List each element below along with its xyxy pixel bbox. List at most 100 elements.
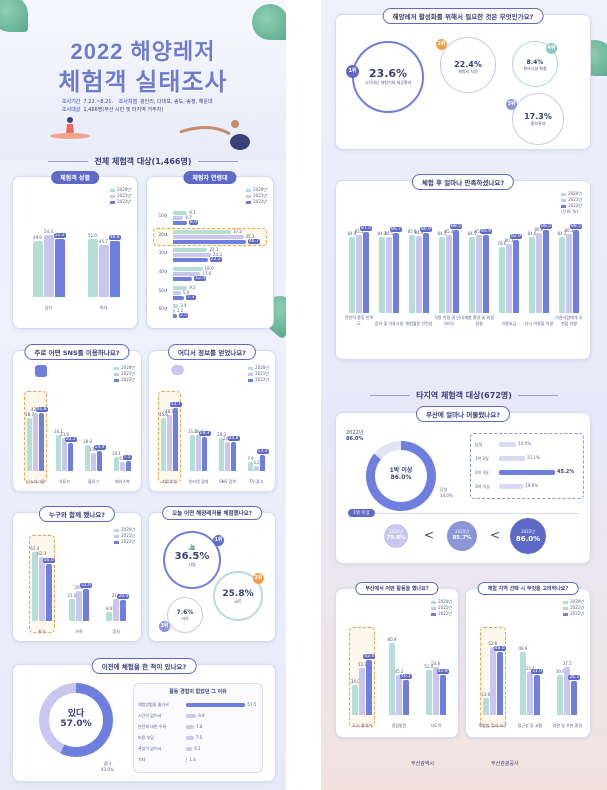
bar-체험활동 안전성-2022년 bbox=[423, 232, 429, 313]
value-label: 13.0 bbox=[481, 692, 491, 698]
sns-bar-chart: 38.742.041.8인스타그램26.123.820.1유튜브18.913.2… bbox=[21, 391, 137, 485]
bar-체험활동 안전성-2021년 bbox=[416, 236, 422, 313]
bar-50대-2020년 bbox=[173, 285, 188, 290]
reason-row: 비용 부담 7.5 bbox=[138, 733, 260, 744]
stay-row: 3박 이상 19.6% bbox=[475, 480, 581, 494]
reason-value: 57.5 bbox=[247, 702, 257, 707]
value-label: 84.2 bbox=[557, 231, 567, 237]
palm-leaf-icon bbox=[252, 4, 286, 40]
stay-row-value: 45.2% bbox=[557, 469, 575, 475]
value-label: 86.7 bbox=[390, 227, 403, 233]
age-card: 체험자 연령대 2020년 2021년 2022년 10대 9.1 6.7 8.9 20… bbox=[146, 171, 274, 329]
value-label: 24.8 bbox=[227, 436, 240, 442]
section-other-region: 타지역 체험객 대상(672명) bbox=[321, 390, 607, 401]
reason-label: 안전에 대한 우려 bbox=[138, 724, 167, 729]
value-label: 87.4 bbox=[360, 226, 373, 231]
category-label: 30대 bbox=[158, 250, 168, 256]
experience-card: 이전에 체험을 한 적이 있나요? 있다 57.0% 없다 43.0% 활동 경험… bbox=[12, 658, 276, 782]
value-label: 29.0 bbox=[74, 585, 84, 591]
value-label: 51.0 bbox=[424, 663, 434, 669]
experience-donut: 있다 57.0% bbox=[39, 683, 113, 757]
stay-trend-bubble: 2022년 86.0% bbox=[510, 518, 546, 554]
value-label: 51.2 bbox=[53, 232, 66, 238]
bar-50대-2021년 bbox=[173, 290, 181, 295]
value-label: 28.3 bbox=[217, 431, 226, 437]
value-label: 8.9 bbox=[188, 220, 199, 225]
bar-맛집방문-2022년 bbox=[403, 679, 409, 715]
reason-label: 관심이 없어서 bbox=[138, 746, 162, 751]
category-label: 다른사람에게 추천할 의향 bbox=[555, 315, 583, 326]
reason-value: 7.8 bbox=[196, 724, 203, 729]
bar-도시 즐기기-2021년 bbox=[359, 667, 366, 715]
value-label: 14.4 bbox=[93, 445, 106, 451]
value-label: 48.8 bbox=[108, 235, 121, 241]
sns-card-title: 주로 어떤 SNS를 이용하나요? bbox=[24, 344, 130, 360]
stay-trend-bubble: 2021년 85.7% bbox=[447, 521, 477, 551]
needs-rank2-badge: 2위 bbox=[436, 39, 447, 50]
reason-bar bbox=[186, 747, 193, 751]
stay-breakdown: 당일 14.0% 1박 2일 21.1% 2박 3일 45.2% 3박 이상 19.6% bbox=[470, 433, 584, 499]
value-label: 22.2 bbox=[209, 257, 222, 263]
bar-여자-2020년 bbox=[87, 238, 98, 297]
value-label: 31.0 bbox=[531, 668, 544, 674]
bar-다시 이용할 의향-2020년 bbox=[529, 236, 535, 313]
busan-tourism-logo: 부산관광공사 bbox=[491, 761, 519, 767]
value-label: 54.6 bbox=[431, 660, 441, 666]
value-label: 24.3 bbox=[212, 252, 222, 258]
stay-row-bar bbox=[499, 484, 524, 489]
value-label: 85.9 bbox=[480, 228, 493, 234]
value-label: 2.5 bbox=[178, 313, 189, 319]
value-label: 45.2 bbox=[394, 669, 404, 675]
stay-row-bar bbox=[499, 456, 526, 461]
reason-bar bbox=[186, 714, 197, 718]
bar-TV·광고-2022년 bbox=[260, 455, 265, 471]
stay-center-label: 1박 이상 bbox=[389, 467, 413, 474]
bar-40대-2021년 bbox=[173, 272, 201, 276]
bar-도시 즐기기-2022년 bbox=[366, 660, 373, 715]
bar-30대-2021년 bbox=[173, 253, 211, 258]
value-label: 37.2 bbox=[233, 228, 242, 234]
satisfaction-legend: 2020년 2021년 2022년 (단위: %) bbox=[561, 191, 582, 214]
stay-row: 2박 3일 45.2% bbox=[475, 466, 581, 480]
activity-rank1-value: 36.5% bbox=[174, 551, 210, 562]
busan-activity-card-title: 부산에서 어떤 활동을 했나요? bbox=[355, 582, 439, 595]
stay-row-label: 당일 bbox=[475, 442, 483, 447]
stay-row-bar bbox=[499, 470, 556, 475]
value-label: 29.3 bbox=[198, 430, 211, 436]
needs-rank1-bubble: 23.6% 시민대상 체험기회 제공확대 bbox=[352, 41, 424, 113]
bar-40대-2022년 bbox=[173, 277, 193, 281]
bar-인터넷 검색-2021년 bbox=[196, 435, 201, 471]
satisfaction-card-title: 체험 후 얼마나 만족하셨나요? bbox=[411, 174, 515, 190]
bar-남자-2020년 bbox=[32, 241, 43, 297]
needs-rank3-label: 홍보확대 bbox=[530, 121, 546, 126]
value-label: 48.6 bbox=[493, 646, 506, 652]
stay-trend: 1박 이상 2020년 79.8% <2021년 85.7% <2022년 86.0% bbox=[348, 509, 580, 557]
bar-60대-2022년 bbox=[173, 314, 177, 319]
bar-다시 이용할 의향-2021년 bbox=[536, 233, 542, 313]
title-line-2: 체험객 실태조사 bbox=[58, 69, 228, 96]
bar-50대-2022년 bbox=[173, 295, 185, 300]
bar-60대-2020년 bbox=[173, 304, 179, 309]
stay-row-label: 3박 이상 bbox=[475, 484, 490, 489]
needs-rank4-value: 8.4% bbox=[526, 59, 544, 66]
info-legend: 2020년 2021년 2022년 bbox=[248, 365, 269, 383]
value-label: 45.6 bbox=[159, 411, 168, 417]
bar-다시 이용할 의향-2022년 bbox=[543, 230, 549, 313]
bar-인터넷 검색-2020년 bbox=[190, 434, 195, 471]
activity-rank1-bubble: 🏄 36.5% 서핑 bbox=[163, 531, 221, 589]
value-label: 26.1 bbox=[568, 675, 581, 681]
value-label: 9.1 bbox=[189, 210, 196, 215]
sns-legend: 2020년 2021년 2022년 bbox=[114, 365, 135, 383]
companion-legend: 2020년 2021년 2022년 bbox=[114, 527, 135, 545]
experience-yes-label: 있다 bbox=[67, 709, 85, 719]
value-label: 26.1 bbox=[54, 428, 63, 434]
stay-year: 2022년 86.0% bbox=[346, 430, 364, 442]
stay-row-bar bbox=[499, 442, 517, 447]
activity-rank1-label: 서핑 bbox=[188, 562, 196, 567]
bar-블로그-2022년 bbox=[97, 451, 102, 471]
bar-지인추천-2021년 bbox=[167, 414, 172, 471]
stay-trend-year: 2022년 bbox=[521, 529, 535, 534]
reason-bar bbox=[186, 736, 194, 740]
bar-블로그-2020년 bbox=[85, 444, 90, 471]
category-label: 블로그 bbox=[87, 479, 100, 484]
